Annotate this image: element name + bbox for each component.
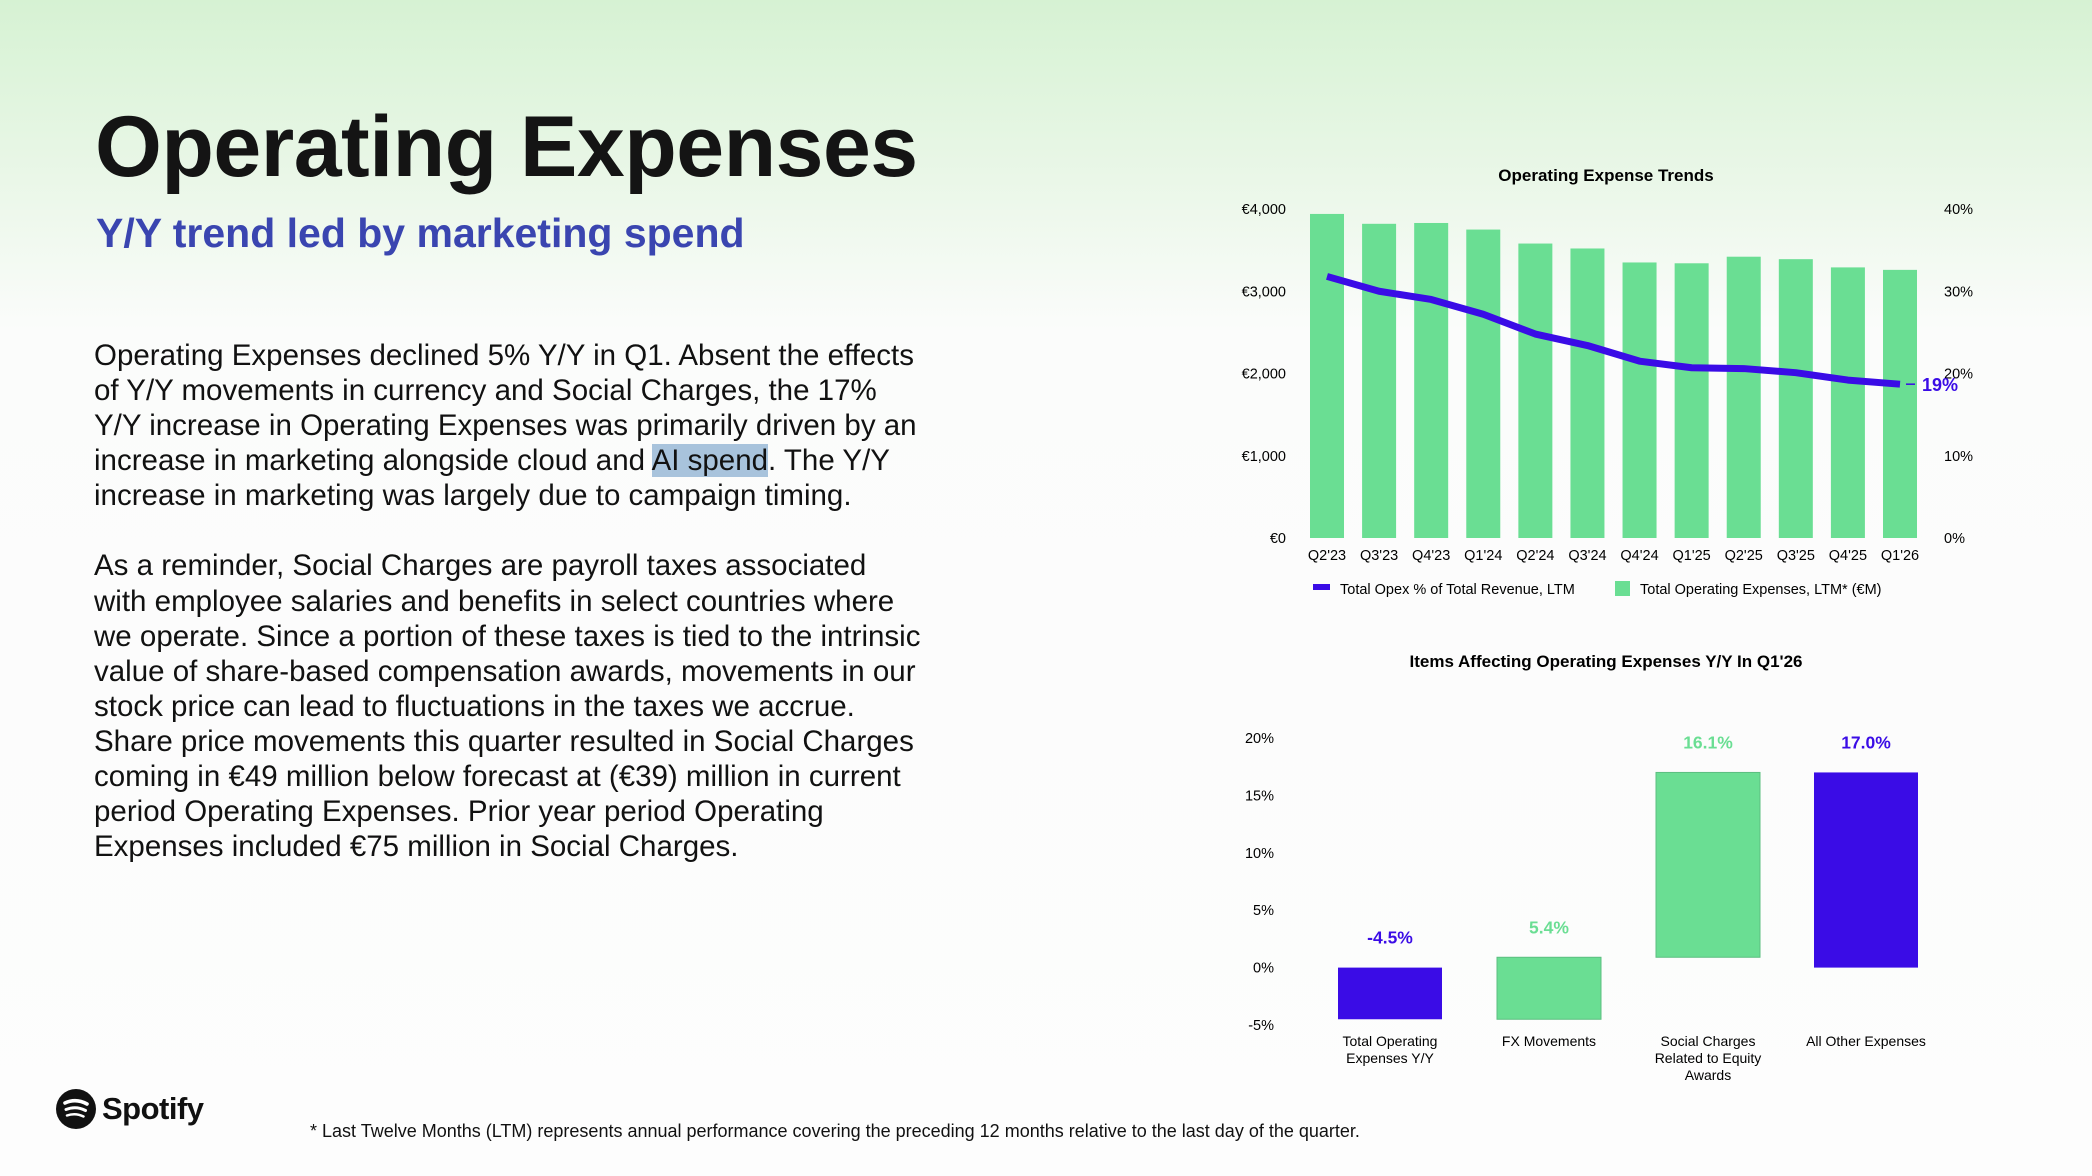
text-line: As a reminder, Social Charges are payrol… <box>94 549 867 583</box>
paragraph-2: As a reminder, Social Charges are payrol… <box>94 548 920 864</box>
page-title: Operating Expenses <box>95 99 918 195</box>
legend-line-swatch <box>1313 584 1330 590</box>
category-label: Awards <box>1685 1067 1731 1083</box>
category-label: Expenses Y/Y <box>1346 1050 1434 1066</box>
text-line: of Y/Y movements in currency and Social … <box>94 374 877 408</box>
right-axis-tick: 0% <box>1944 531 1965 547</box>
y-axis-tick: 0% <box>1253 961 1274 977</box>
text-segment: increase in marketing alongside cloud an… <box>94 444 652 478</box>
text-line: increase in marketing was largely due to… <box>94 479 852 513</box>
y-axis-tick: 5% <box>1253 903 1274 919</box>
y-axis-tick: 20% <box>1245 731 1274 747</box>
data-label: 16.1% <box>1683 732 1733 752</box>
x-axis-tick: Q3'25 <box>1777 548 1815 564</box>
waterfall-bar <box>1496 956 1602 1020</box>
spotify-logo: Spotify <box>56 1089 204 1129</box>
text-line: Y/Y increase in Operating Expenses was p… <box>94 409 917 443</box>
left-axis-tick: €3,000 <box>1242 284 1286 300</box>
right-axis-tick: 40% <box>1944 202 1973 218</box>
text-line: period Operating Expenses. Prior year pe… <box>94 795 824 829</box>
bar <box>1362 223 1397 538</box>
legend-bar-swatch <box>1615 581 1630 596</box>
y-axis-tick: 15% <box>1245 788 1274 804</box>
text-line: Share price movements this quarter resul… <box>94 724 914 758</box>
data-label: 17.0% <box>1841 732 1891 752</box>
body-text: Operating Expenses declined 5% Y/Y in Q1… <box>94 338 920 899</box>
x-axis-tick: Q3'24 <box>1568 548 1606 564</box>
left-axis-tick: €0 <box>1270 531 1286 547</box>
spotify-logo-icon <box>56 1089 96 1129</box>
x-axis-tick: Q2'25 <box>1725 548 1763 564</box>
left-axis-tick: €1,000 <box>1242 449 1286 465</box>
waterfall-bar <box>1814 772 1918 968</box>
bar <box>1310 213 1344 538</box>
logo-text: Spotify <box>102 1091 204 1126</box>
category-label: Related to Equity <box>1655 1050 1762 1066</box>
category-label: FX Movements <box>1502 1033 1596 1049</box>
right-axis-tick: 10% <box>1944 449 1973 465</box>
x-axis-tick: Q1'24 <box>1464 548 1502 564</box>
data-label: 5.4% <box>1529 917 1569 937</box>
bar <box>1726 256 1761 538</box>
category-label: Total Operating <box>1343 1033 1438 1049</box>
bar <box>1570 248 1605 539</box>
text-line: coming in €49 million below forecast at … <box>94 760 901 794</box>
left-axis-tick: €2,000 <box>1242 367 1286 383</box>
x-axis-tick: Q2'24 <box>1516 548 1554 564</box>
text-line: stock price can lead to fluctuations in … <box>94 689 855 723</box>
text-line: increase in marketing alongside cloud an… <box>94 443 920 478</box>
chart-title: Operating Expense Trends <box>1498 166 1713 185</box>
category-label: All Other Expenses <box>1806 1033 1926 1049</box>
y-axis-tick: 10% <box>1245 846 1274 862</box>
paragraph-1: Operating Expenses declined 5% Y/Y in Q1… <box>94 338 920 513</box>
left-axis-tick: €4,000 <box>1242 202 1286 218</box>
text-line: we operate. Since a portion of these tax… <box>94 619 921 653</box>
x-axis-tick: Q4'23 <box>1412 548 1450 564</box>
selected-text[interactable]: AI spend <box>651 444 769 478</box>
bar <box>1778 259 1813 538</box>
x-axis-tick: Q4'24 <box>1620 548 1658 564</box>
category-label: Social Charges <box>1661 1033 1756 1049</box>
bar <box>1830 267 1865 538</box>
y-axis-tick: -5% <box>1248 1018 1274 1034</box>
chart-title: Items Affecting Operating Expenses Y/Y I… <box>1410 652 1803 671</box>
legend-label: Total Opex % of Total Revenue, LTM <box>1340 582 1575 598</box>
x-axis-tick: Q1'26 <box>1881 548 1919 564</box>
page-subtitle: Y/Y trend led by marketing spend <box>96 210 745 256</box>
footnote: * Last Twelve Months (LTM) represents an… <box>310 1121 1360 1141</box>
text-segment: . The Y/Y <box>768 444 890 478</box>
x-axis-tick: Q3'23 <box>1360 548 1398 564</box>
bar <box>1622 262 1657 538</box>
bar <box>1518 243 1553 539</box>
legend-label: Total Operating Expenses, LTM* (€M) <box>1640 582 1882 598</box>
waterfall-bar <box>1655 771 1761 958</box>
x-axis-tick: Q1'25 <box>1673 548 1711 564</box>
text-line: Expenses included €75 million in Social … <box>94 830 739 864</box>
x-axis-tick: Q4'25 <box>1829 548 1867 564</box>
text-line: with employee salaries and benefits in s… <box>94 584 895 618</box>
line-series <box>1326 273 1901 388</box>
text-line: value of share-based compensation awards… <box>94 654 916 688</box>
bar <box>1414 222 1449 539</box>
end-label: 19% <box>1922 375 1958 395</box>
data-label: -4.5% <box>1367 928 1413 948</box>
right-axis-tick: 20% <box>1944 367 1973 383</box>
bar <box>1883 269 1917 538</box>
bar <box>1674 263 1709 538</box>
right-axis-tick: 30% <box>1944 284 1973 300</box>
x-axis-tick: Q2'23 <box>1308 548 1346 564</box>
bar <box>1466 229 1501 538</box>
waterfall-bar <box>1338 967 1442 1020</box>
text-line: Operating Expenses declined 5% Y/Y in Q1… <box>94 339 914 372</box>
